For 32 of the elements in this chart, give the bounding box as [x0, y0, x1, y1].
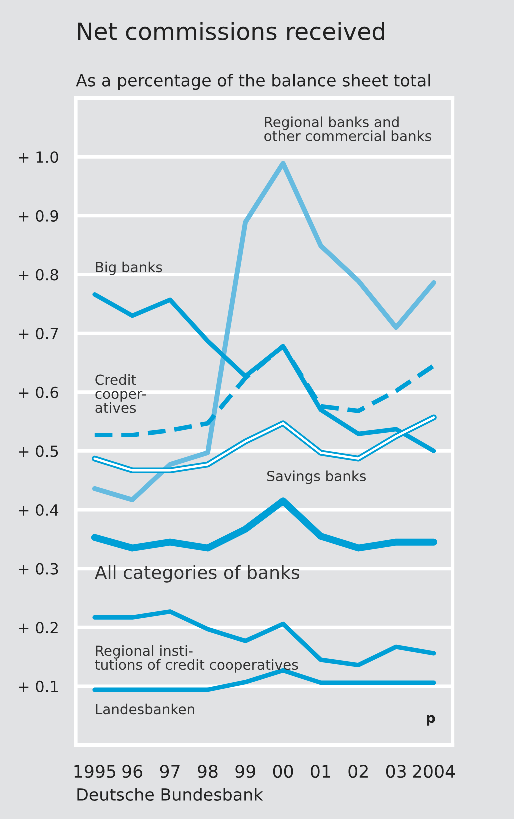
- y-tick-label: + 0.2: [19, 622, 58, 634]
- y-tick-label: + 1.0: [19, 152, 58, 164]
- series-label: Regional insti- tutions of credit cooperatives: [95, 645, 298, 673]
- chart-title: Net commissions received: [78, 22, 384, 40]
- y-tick-label: + 0.9: [19, 210, 58, 222]
- series-label: Big banks: [96, 262, 162, 276]
- x-tick-label: 03: [386, 765, 406, 778]
- x-tick-label: 02: [348, 765, 368, 778]
- x-tick-label: 97: [160, 765, 180, 778]
- x-tick-label: 01: [311, 765, 330, 778]
- series-label: Landesbanken: [96, 704, 194, 715]
- annotation: p: [427, 715, 436, 726]
- x-tick-label: 00: [273, 765, 294, 778]
- line-series: [92, 161, 436, 502]
- y-tick-label: + 0.3: [19, 563, 58, 575]
- y-tick-label: + 0.1: [19, 680, 58, 692]
- y-tick-label: + 0.6: [19, 386, 58, 398]
- y-tick-label: + 0.7: [19, 328, 58, 340]
- series-label: Credit cooper- atives: [96, 374, 146, 414]
- y-tick-label: + 0.5: [19, 446, 58, 458]
- x-tick-label: 2004: [413, 765, 456, 778]
- x-tick-label: 1995: [74, 765, 116, 778]
- x-tick-label: 96: [122, 765, 143, 778]
- text: Regional banks and other commercial banks: [264, 116, 432, 142]
- x-tick-label: 99: [236, 765, 256, 778]
- x-tick-label: 98: [198, 765, 218, 778]
- series-label: Savings banks: [268, 470, 366, 484]
- y-tick-label: + 0.4: [19, 504, 59, 516]
- y-tick-label: + 0.8: [19, 269, 58, 281]
- text: Deutsche Bundesbank: [78, 788, 264, 802]
- chart-subtitle: As a percentage of the balance sheet total: [76, 74, 430, 90]
- series-label: All categories of banks: [95, 565, 300, 583]
